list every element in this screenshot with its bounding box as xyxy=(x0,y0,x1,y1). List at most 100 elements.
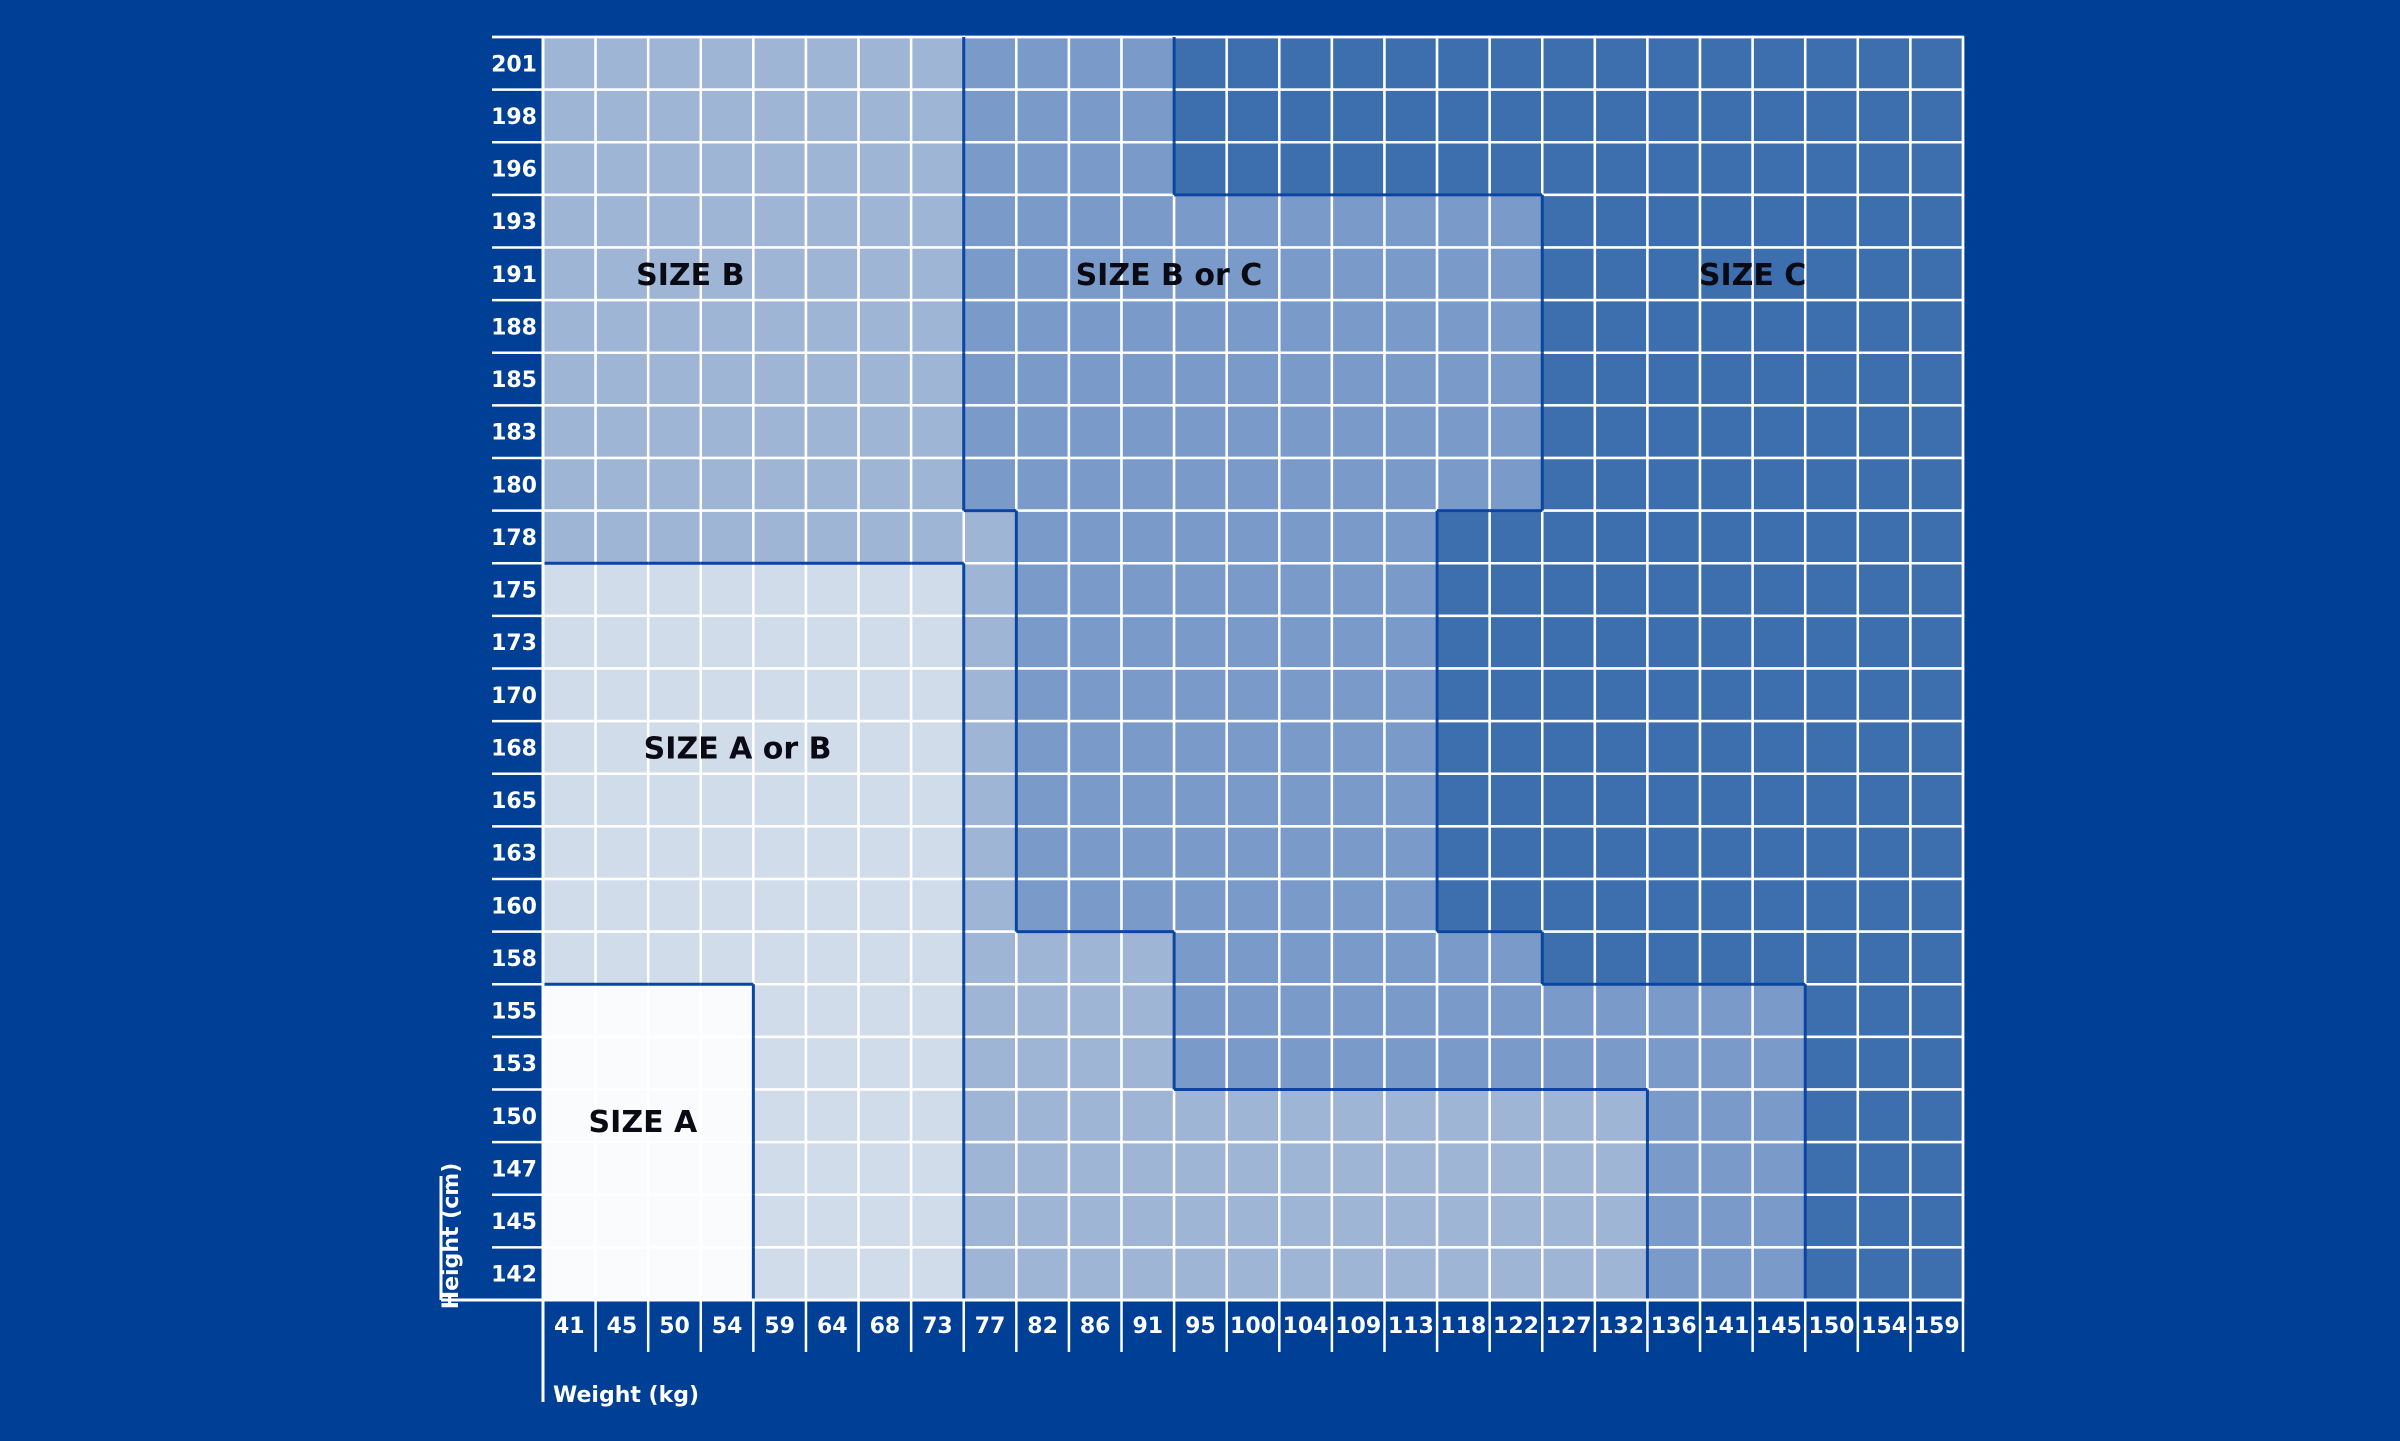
cell-165-45 xyxy=(594,772,650,828)
cell-180-68 xyxy=(857,456,913,512)
cell-145-86 xyxy=(1067,1193,1123,1249)
x-tick-label: 64 xyxy=(817,1314,848,1339)
cell-150-104 xyxy=(1278,1088,1334,1144)
cell-155-150 xyxy=(1803,983,1860,1039)
cell-185-41 xyxy=(541,351,597,407)
cell-193-68 xyxy=(857,193,913,249)
cell-158-86 xyxy=(1067,930,1123,986)
cell-150-154 xyxy=(1856,1088,1912,1144)
cell-160-77 xyxy=(962,877,1018,933)
cell-201-154 xyxy=(1856,35,1912,91)
cell-175-100 xyxy=(1225,562,1281,618)
cell-142-82 xyxy=(1015,1246,1071,1302)
cell-193-109 xyxy=(1330,193,1386,249)
x-tick-label: 150 xyxy=(1809,1314,1855,1339)
y-tick-label: 173 xyxy=(491,631,537,656)
cell-145-122 xyxy=(1488,1193,1544,1249)
cell-175-82 xyxy=(1015,562,1071,618)
cell-165-91 xyxy=(1120,772,1176,828)
cell-155-50 xyxy=(646,983,703,1039)
cell-170-59 xyxy=(752,667,808,723)
cell-183-59 xyxy=(752,404,808,460)
cell-188-109 xyxy=(1330,298,1386,355)
cell-160-118 xyxy=(1435,877,1491,933)
cell-201-82 xyxy=(1015,35,1071,91)
cell-153-136 xyxy=(1646,1035,1702,1091)
cell-173-54 xyxy=(699,614,755,670)
cell-168-118 xyxy=(1435,719,1491,776)
cell-193-118 xyxy=(1435,193,1491,249)
cell-196-118 xyxy=(1435,141,1491,197)
cell-147-50 xyxy=(646,1140,703,1197)
cell-178-95 xyxy=(1172,509,1228,565)
cell-158-64 xyxy=(804,930,860,986)
cell-147-122 xyxy=(1488,1140,1544,1197)
cell-160-82 xyxy=(1015,877,1071,933)
y-tick-label: 147 xyxy=(491,1157,537,1182)
cell-191-77 xyxy=(962,246,1018,302)
cell-170-82 xyxy=(1015,667,1071,723)
cell-201-145 xyxy=(1751,35,1807,91)
cell-170-50 xyxy=(646,667,703,723)
x-tick-label: 122 xyxy=(1493,1314,1539,1339)
cell-191-59 xyxy=(752,246,808,302)
cell-175-91 xyxy=(1120,562,1176,618)
cell-191-113 xyxy=(1383,246,1439,302)
cell-163-136 xyxy=(1646,825,1702,881)
cell-173-127 xyxy=(1541,614,1597,670)
cell-158-104 xyxy=(1278,930,1334,986)
cell-155-141 xyxy=(1698,983,1754,1039)
cell-163-118 xyxy=(1435,825,1491,881)
cell-158-68 xyxy=(857,930,913,986)
cell-173-141 xyxy=(1698,614,1754,670)
cell-196-73 xyxy=(909,141,965,197)
cell-173-95 xyxy=(1172,614,1228,670)
cell-147-141 xyxy=(1698,1140,1754,1197)
cell-163-109 xyxy=(1330,825,1386,881)
cell-158-54 xyxy=(699,930,755,986)
cell-168-86 xyxy=(1067,719,1123,776)
cells-layer xyxy=(492,35,1965,1302)
cell-165-86 xyxy=(1067,772,1123,828)
cell-201-104 xyxy=(1278,35,1334,91)
cell-155-54 xyxy=(699,983,755,1039)
cell-183-64 xyxy=(804,404,860,460)
cell-165-100 xyxy=(1225,772,1281,828)
cell-188-73 xyxy=(909,298,965,355)
cell-193-100 xyxy=(1225,193,1281,249)
cell-183-45 xyxy=(594,404,650,460)
cell-158-77 xyxy=(962,930,1018,986)
x-tick-label: 68 xyxy=(870,1314,901,1339)
cell-165-104 xyxy=(1278,772,1334,828)
cell-180-159 xyxy=(1909,456,1965,512)
cell-147-113 xyxy=(1383,1140,1439,1197)
cell-185-104 xyxy=(1278,351,1334,407)
cell-180-136 xyxy=(1646,456,1702,512)
cell-178-68 xyxy=(857,509,913,565)
cell-178-141 xyxy=(1698,509,1754,565)
cell-155-109 xyxy=(1330,983,1386,1039)
cell-145-91 xyxy=(1120,1193,1176,1249)
cell-180-104 xyxy=(1278,456,1334,512)
cell-147-77 xyxy=(962,1140,1018,1197)
cell-178-59 xyxy=(752,509,808,565)
cell-201-54 xyxy=(699,35,755,91)
cell-165-122 xyxy=(1488,772,1544,828)
cell-155-154 xyxy=(1856,983,1912,1039)
x-axis-title: Weight (kg) xyxy=(553,1383,699,1408)
cell-175-104 xyxy=(1278,562,1334,618)
cell-142-45 xyxy=(594,1246,650,1302)
cell-178-100 xyxy=(1225,509,1281,565)
cell-145-109 xyxy=(1330,1193,1386,1249)
cell-193-154 xyxy=(1856,193,1912,249)
cell-198-54 xyxy=(699,88,755,144)
cell-198-132 xyxy=(1593,88,1649,144)
cell-201-109 xyxy=(1330,35,1386,91)
cell-160-54 xyxy=(699,877,755,933)
cell-180-91 xyxy=(1120,456,1176,512)
cell-180-154 xyxy=(1856,456,1912,512)
cell-150-59 xyxy=(752,1088,808,1144)
cell-201-45 xyxy=(594,35,650,91)
cell-155-136 xyxy=(1646,983,1702,1039)
cell-147-54 xyxy=(699,1140,755,1197)
